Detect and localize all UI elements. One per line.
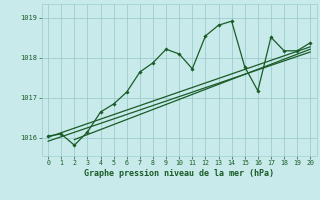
X-axis label: Graphe pression niveau de la mer (hPa): Graphe pression niveau de la mer (hPa): [84, 169, 274, 178]
